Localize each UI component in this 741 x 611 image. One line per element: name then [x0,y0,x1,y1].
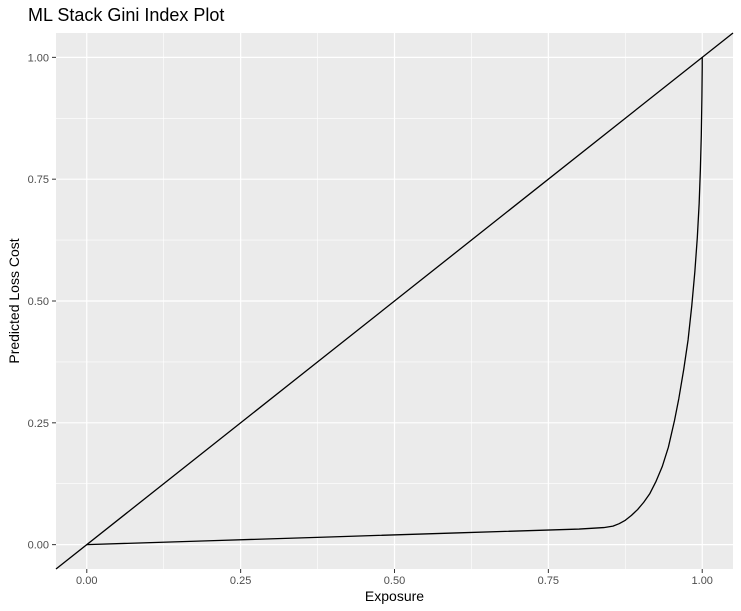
x-tick-label: 0.50 [384,575,405,587]
y-tick-label: 0.75 [28,174,49,186]
y-tick-label: 0.00 [28,540,49,552]
diagonal-reference-line [55,32,734,570]
x-axis-title: Exposure [365,588,424,604]
x-tick-label: 0.25 [230,575,251,587]
x-axis-ticks [86,569,703,573]
y-axis-title: Predicted Loss Cost [6,238,22,363]
y-tick-label: 0.25 [28,418,49,430]
y-tick-label: 1.00 [28,52,49,64]
y-axis-ticks [52,56,56,546]
gini-curve-line [86,57,703,546]
y-tick-label: 0.50 [28,296,49,308]
x-tick-label: 1.00 [692,575,713,587]
x-axis-tick-labels: 0.00 0.25 0.50 0.75 1.00 [76,575,713,587]
plot-lines [55,32,734,570]
x-tick-label: 0.75 [538,575,559,587]
y-axis-tick-labels: 0.00 0.25 0.50 0.75 1.00 [28,52,49,551]
x-tick-label: 0.00 [76,575,97,587]
chart-title: ML Stack Gini Index Plot [28,5,224,25]
